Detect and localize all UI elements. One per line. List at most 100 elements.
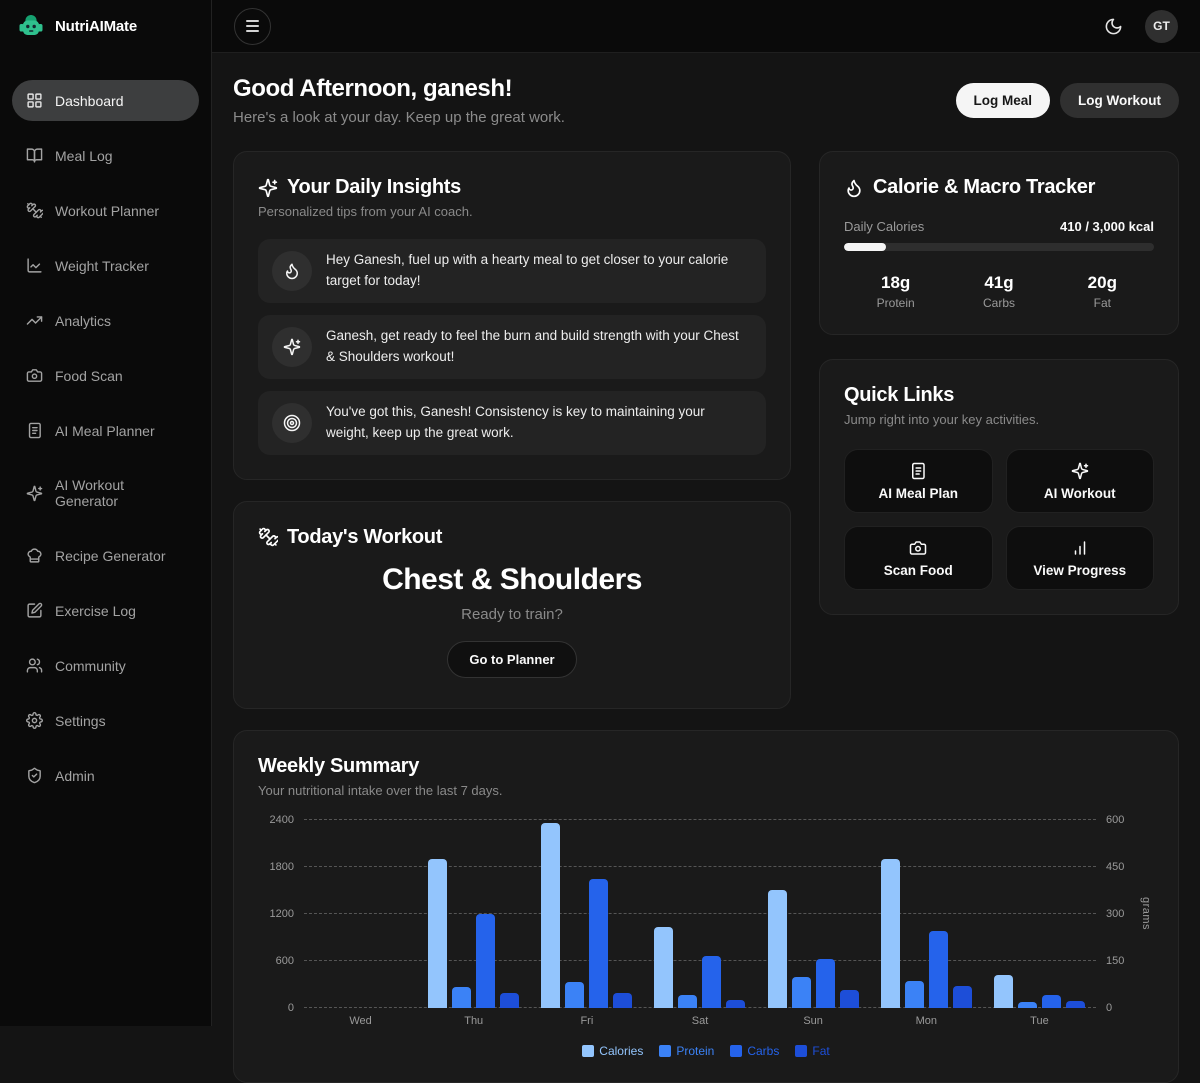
brand-name: NutriAIMate	[55, 18, 137, 35]
log-meal-button[interactable]: Log Meal	[956, 83, 1051, 118]
sparkles-icon	[272, 327, 312, 367]
bar-fat-sun	[840, 990, 859, 1007]
legend-item-protein: Protein	[659, 1044, 714, 1058]
chart-right-axis-label: grams	[1138, 820, 1154, 1008]
dumbbell-icon	[258, 527, 278, 547]
bar-protein-tue	[1018, 1002, 1037, 1008]
sidebar-item-ai-workout-generator[interactable]: AI Workout Generator	[12, 465, 199, 521]
camera-icon	[909, 539, 927, 557]
legend-swatch	[582, 1045, 594, 1057]
bar-calories-fri	[541, 823, 560, 1007]
insights-title: Your Daily Insights	[287, 176, 461, 199]
bar-carbs-sat	[702, 956, 721, 1008]
moon-icon	[1104, 17, 1123, 36]
sidebar-item-analytics[interactable]: Analytics	[12, 300, 199, 341]
workout-name: Chest & Shoulders	[258, 563, 766, 597]
legend-label: Protein	[676, 1044, 714, 1058]
x-axis-label: Tue	[983, 1015, 1096, 1027]
todays-workout-card: Today's Workout Chest & Shoulders Ready …	[233, 501, 791, 709]
chef-hat-icon	[26, 547, 43, 564]
calorie-progress-fill	[844, 243, 886, 251]
chart-plot-area	[304, 820, 1096, 1008]
sidebar-item-workout-planner[interactable]: Workout Planner	[12, 190, 199, 231]
bar-protein-sat	[678, 995, 697, 1008]
left-axis-tick: 0	[288, 1002, 294, 1014]
sidebar-item-community[interactable]: Community	[12, 645, 199, 686]
bar-group-sun	[757, 820, 870, 1008]
bar-chart-icon	[1071, 539, 1089, 557]
bar-protein-thu	[452, 987, 471, 1007]
macro-fat: 20g Fat	[1051, 273, 1154, 310]
left-axis-tick: 2400	[270, 814, 294, 826]
scan-food-button[interactable]: Scan Food	[844, 526, 993, 590]
bar-fat-thu	[500, 993, 519, 1008]
x-axis-label: Wed	[304, 1015, 417, 1027]
sidebar-item-dashboard[interactable]: Dashboard	[12, 80, 199, 121]
main-content: Good Afternoon, ganesh! Here's a look at…	[212, 53, 1200, 1026]
sparkles-icon	[258, 178, 278, 198]
calorie-progress-bar	[844, 243, 1154, 251]
sidebar-item-admin[interactable]: Admin	[12, 755, 199, 796]
weekly-summary-card: Weekly Summary Your nutritional intake o…	[233, 730, 1179, 1083]
sidebar-item-ai-meal-planner[interactable]: AI Meal Planner	[12, 410, 199, 451]
legend-swatch	[659, 1045, 671, 1057]
topbar: GT	[212, 0, 1200, 53]
avatar[interactable]: GT	[1145, 10, 1178, 43]
macro-protein: 18g Protein	[844, 273, 947, 310]
quick-links-card: Quick Links Jump right into your key act…	[819, 359, 1179, 615]
daily-calories-value: 410 / 3,000 kcal	[1060, 219, 1154, 234]
calorie-macro-tracker-card: Calorie & Macro Tracker Daily Calories 4…	[819, 151, 1179, 335]
go-to-planner-button[interactable]: Go to Planner	[447, 641, 576, 678]
weekly-subtitle: Your nutritional intake over the last 7 …	[258, 783, 1154, 798]
sidebar-item-meal-log[interactable]: Meal Log	[12, 135, 199, 176]
bar-carbs-tue	[1042, 995, 1061, 1008]
bar-group-mon	[870, 820, 983, 1008]
ai-workout-button[interactable]: AI Workout	[1006, 449, 1155, 513]
square-pen-icon	[26, 602, 43, 619]
bar-calories-thu	[428, 859, 447, 1008]
menu-toggle-button[interactable]	[234, 8, 271, 45]
bar-protein-fri	[565, 982, 584, 1007]
x-axis-label: Sun	[757, 1015, 870, 1027]
ai-meal-plan-button[interactable]: AI Meal Plan	[844, 449, 993, 513]
view-progress-button[interactable]: View Progress	[1006, 526, 1155, 590]
bar-calories-tue	[994, 975, 1013, 1007]
bar-group-sat	[643, 820, 756, 1008]
dark-mode-toggle[interactable]	[1100, 13, 1127, 40]
sparkles-icon	[26, 485, 43, 502]
bar-calories-sat	[654, 927, 673, 1008]
insight-item: You've got this, Ganesh! Consistency is …	[258, 391, 766, 455]
bar-fat-fri	[613, 993, 632, 1008]
right-axis-tick: 150	[1106, 955, 1124, 967]
sidebar-item-weight-tracker[interactable]: Weight Tracker	[12, 245, 199, 286]
sidebar: NutriAIMate Dashboard Meal Log Workout P…	[0, 0, 212, 1026]
sidebar-item-recipe-generator[interactable]: Recipe Generator	[12, 535, 199, 576]
x-axis-label: Thu	[417, 1015, 530, 1027]
bar-carbs-thu	[476, 914, 495, 1008]
left-axis-tick: 1800	[270, 861, 294, 873]
log-workout-button[interactable]: Log Workout	[1060, 83, 1179, 118]
insight-item: Ganesh, get ready to feel the burn and b…	[258, 315, 766, 379]
legend-label: Fat	[812, 1044, 829, 1058]
left-axis-tick: 1200	[270, 908, 294, 920]
bar-protein-mon	[905, 981, 924, 1008]
sidebar-item-exercise-log[interactable]: Exercise Log	[12, 590, 199, 631]
flame-icon	[844, 178, 864, 198]
right-axis-tick: 450	[1106, 861, 1124, 873]
bar-calories-mon	[881, 859, 900, 1008]
legend-label: Carbs	[747, 1044, 779, 1058]
legend-swatch	[730, 1045, 742, 1057]
insights-subtitle: Personalized tips from your AI coach.	[258, 204, 766, 219]
sidebar-item-settings[interactable]: Settings	[12, 700, 199, 741]
sidebar-item-food-scan[interactable]: Food Scan	[12, 355, 199, 396]
target-icon	[272, 403, 312, 443]
right-axis-tick: 300	[1106, 908, 1124, 920]
bar-fat-sat	[726, 1000, 745, 1008]
legend-swatch	[795, 1045, 807, 1057]
bar-calories-sun	[768, 890, 787, 1008]
bar-carbs-sun	[816, 959, 835, 1008]
bar-protein-sun	[792, 977, 811, 1008]
x-axis-label: Sat	[643, 1015, 756, 1027]
